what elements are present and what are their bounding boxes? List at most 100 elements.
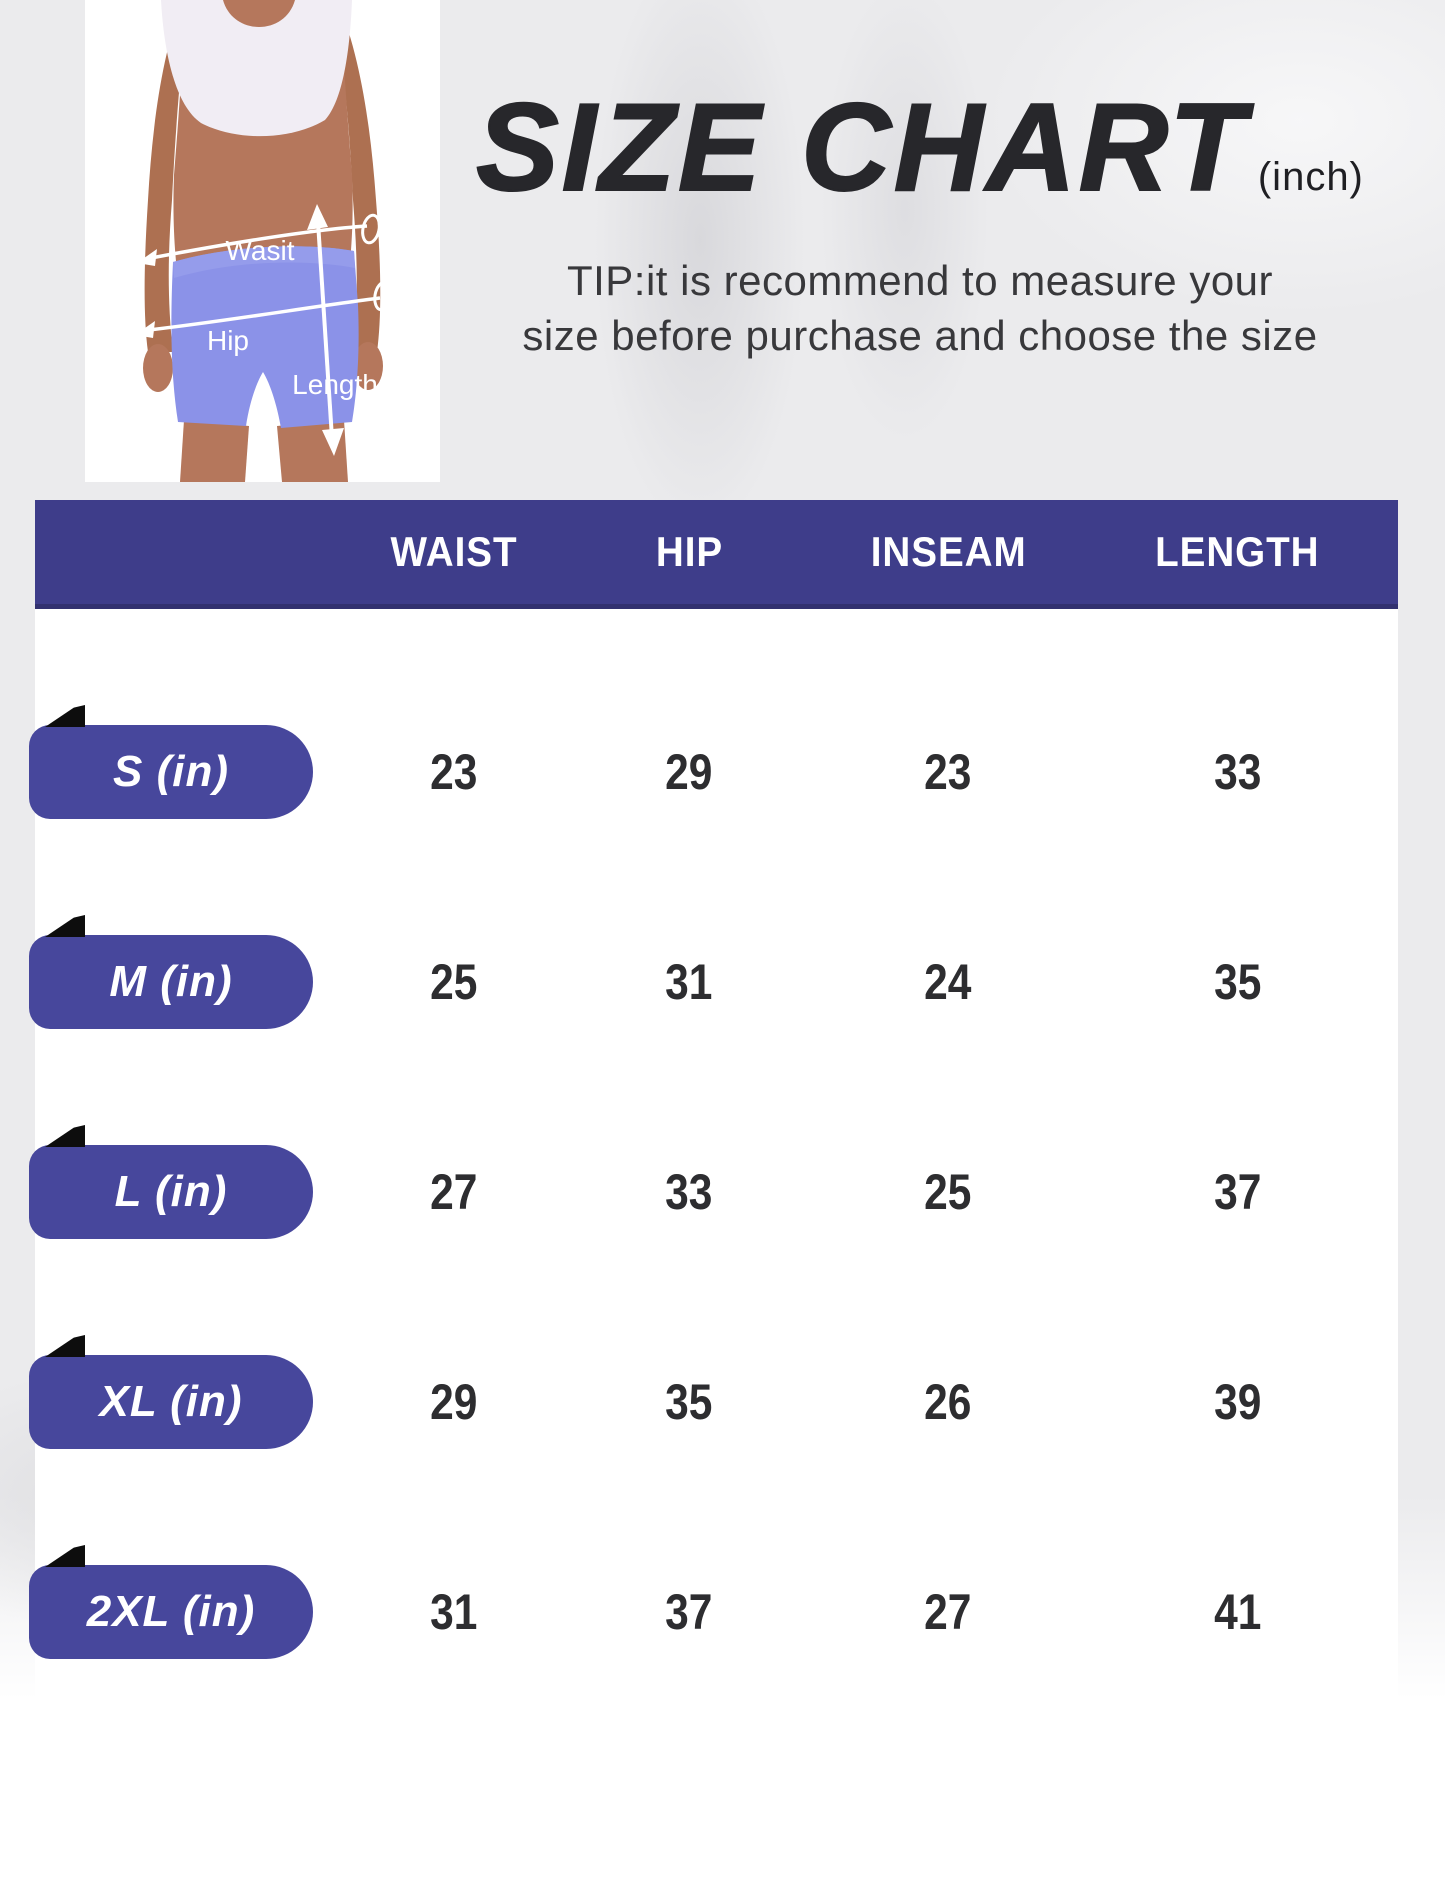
hip-value: 37 — [560, 1583, 819, 1641]
model-neckline — [223, 0, 295, 27]
hip-value-text: 37 — [665, 1584, 713, 1640]
length-label: Length — [292, 369, 378, 400]
column-header-inseam-label: INSEAM — [870, 528, 1027, 575]
length-value-text: 33 — [1214, 744, 1262, 800]
measurement-diagram: Wasit Hip Length — [135, 0, 393, 482]
size-pill-wrap: XL (in) — [29, 1335, 348, 1449]
size-pill-label: XL (in) — [99, 1377, 243, 1426]
column-header-waist-label: WAIST — [390, 528, 518, 575]
model-bra — [161, 0, 352, 137]
inseam-value-text: 26 — [924, 1374, 972, 1430]
table-row-s: S (in) 23 29 23 33 — [29, 667, 1398, 877]
column-header-inseam: INSEAM — [819, 528, 1078, 576]
waist-value-text: 29 — [430, 1374, 478, 1430]
length-value: 39 — [1078, 1373, 1398, 1431]
size-pill-label: L (in) — [114, 1167, 228, 1216]
hip-value: 33 — [560, 1163, 819, 1221]
table-body: S (in) 23 29 23 33 M (in) 25 31 24 3 — [29, 609, 1398, 1717]
title-row: SIZE CHART (inch) — [440, 85, 1400, 211]
length-value: 37 — [1078, 1163, 1398, 1221]
size-pill-2xl: 2XL (in) — [29, 1545, 313, 1659]
waist-measure-line — [150, 224, 368, 260]
unit-note: (inch) — [1257, 155, 1364, 199]
waist-value-text: 23 — [430, 744, 478, 800]
model-left-leg — [180, 420, 249, 482]
length-value: 33 — [1078, 743, 1398, 801]
column-header-waist: WAIST — [348, 528, 559, 576]
model-left-arm — [144, 2, 188, 352]
size-pill-wrap: 2XL (in) — [29, 1545, 348, 1659]
table-row-2xl: 2XL (in) 31 37 27 41 — [29, 1507, 1398, 1717]
waist-arrowhead — [137, 249, 157, 266]
size-pill-label: S (in) — [113, 747, 229, 796]
model-photo: Wasit Hip Length — [85, 0, 440, 482]
hip-value-text: 29 — [665, 744, 713, 800]
length-arrowhead-bottom — [322, 428, 344, 456]
inseam-value: 26 — [819, 1373, 1078, 1431]
column-header-length: LENGTH — [1078, 528, 1398, 576]
size-pill-xl: XL (in) — [29, 1335, 313, 1449]
table-row-xl: XL (in) 29 35 26 39 — [29, 1297, 1398, 1507]
ribbon-notch — [45, 1335, 85, 1357]
size-table: WAIST HIP INSEAM LENGTH S (in) 23 29 23 … — [29, 500, 1398, 1879]
hip-value: 35 — [560, 1373, 819, 1431]
tip-text: TIP:it is recommend to measure your size… — [440, 254, 1400, 363]
length-value-text: 37 — [1214, 1164, 1262, 1220]
model-right-hand — [353, 342, 383, 390]
ribbon-notch — [45, 1545, 85, 1567]
table-row-m: M (in) 25 31 24 35 — [29, 877, 1398, 1087]
hip-value: 31 — [560, 953, 819, 1011]
column-header-hip-label: HIP — [655, 528, 723, 575]
waist-value-text: 25 — [430, 954, 478, 1010]
size-pill-wrap: M (in) — [29, 915, 348, 1029]
hip-arrowhead — [135, 321, 155, 338]
hip-value-text: 35 — [665, 1374, 713, 1430]
inseam-value: 27 — [819, 1583, 1078, 1641]
size-pill-wrap: S (in) — [29, 705, 348, 819]
waist-value: 27 — [348, 1163, 559, 1221]
inseam-value: 23 — [819, 743, 1078, 801]
table-header: WAIST HIP INSEAM LENGTH — [35, 500, 1398, 609]
hip-value: 29 — [560, 743, 819, 801]
model-shorts — [171, 246, 359, 428]
waist-value: 23 — [348, 743, 559, 801]
size-pill-label: 2XL (in) — [86, 1587, 256, 1636]
column-header-hip: HIP — [560, 528, 819, 576]
length-value: 35 — [1078, 953, 1398, 1011]
model-right-arm — [333, 2, 381, 352]
length-value: 41 — [1078, 1583, 1398, 1641]
inseam-value: 24 — [819, 953, 1078, 1011]
waist-value: 25 — [348, 953, 559, 1011]
size-pill-label: M (in) — [109, 957, 233, 1006]
intro-block: SIZE CHART (inch) TIP:it is recommend to… — [440, 85, 1400, 363]
ribbon-notch — [45, 1125, 85, 1147]
length-value-text: 39 — [1214, 1374, 1262, 1430]
length-value-text: 35 — [1214, 954, 1262, 1010]
hip-loop — [373, 280, 393, 312]
size-pill-wrap: L (in) — [29, 1125, 348, 1239]
column-header-length-label: LENGTH — [1155, 528, 1320, 575]
ribbon-notch — [45, 915, 85, 937]
waist-value: 31 — [348, 1583, 559, 1641]
waist-value-text: 31 — [430, 1584, 478, 1640]
waist-label: Wasit — [226, 235, 295, 266]
hip-label: Hip — [207, 325, 249, 356]
size-pill-l: L (in) — [29, 1125, 313, 1239]
size-pill-s: S (in) — [29, 705, 313, 819]
inseam-value-text: 25 — [924, 1164, 972, 1220]
table-row-l: L (in) 27 33 25 37 — [29, 1087, 1398, 1297]
tip-line-1: TIP:it is recommend to measure your — [566, 257, 1274, 304]
model-left-hand — [143, 344, 173, 392]
waist-loop — [361, 213, 381, 245]
tip-line-2: size before purchase and choose the size — [522, 311, 1318, 359]
inseam-value-text: 27 — [924, 1584, 972, 1640]
waist-value: 29 — [348, 1373, 559, 1431]
length-arrowhead-top — [307, 204, 328, 230]
hip-measure-line — [148, 296, 381, 332]
model-waistband — [173, 246, 355, 278]
inseam-value-text: 24 — [924, 954, 972, 1010]
waist-value-text: 27 — [430, 1164, 478, 1220]
size-pill-m: M (in) — [29, 915, 313, 1029]
hip-value-text: 31 — [665, 954, 713, 1010]
length-measure-line — [316, 221, 334, 439]
